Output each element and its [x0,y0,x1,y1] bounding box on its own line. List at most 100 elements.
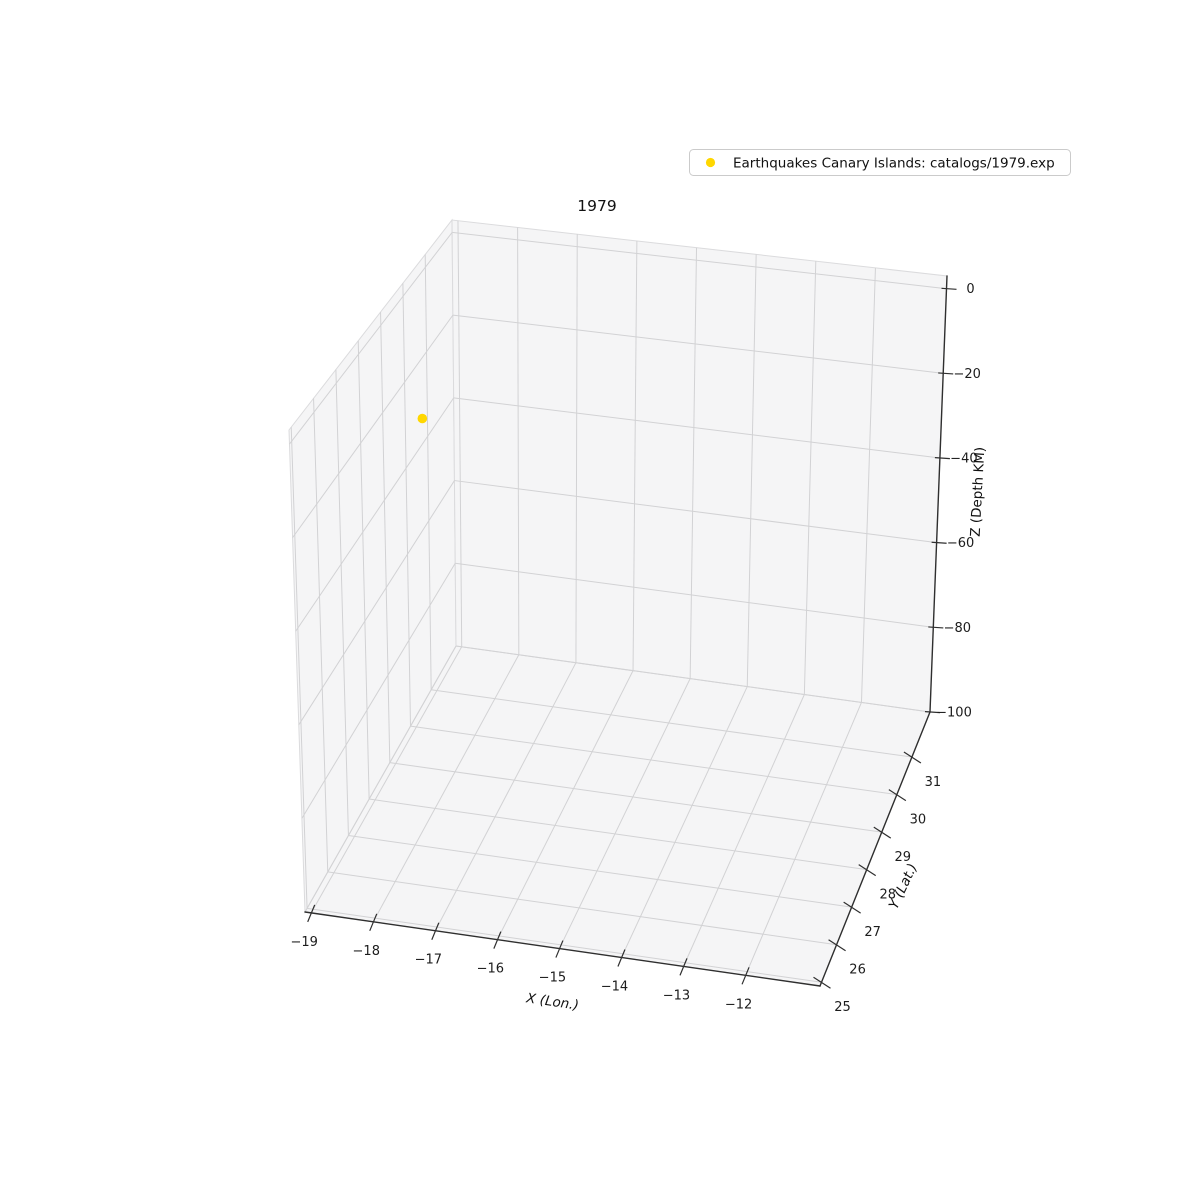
x-gridline-wall [746,254,757,687]
z-tick-label: −20 [953,367,980,382]
z-tick-label: −100 [936,706,972,721]
x-tick [679,958,688,976]
x-axis-label: X (Lon.) [524,990,579,1013]
x-tick [617,949,626,967]
y-gridline-wall [313,398,329,872]
y-gridline-floor [369,798,867,871]
scatter-point [417,413,428,424]
z-tick-label: −40 [950,452,977,467]
x-tick-label: −15 [539,971,566,986]
z-gridline-left-wall [301,563,456,819]
y-tick-label: 30 [910,813,927,828]
z-tick [938,372,954,375]
scene-3d: −19 −18 −17 −16 −15 −14 −13 −12 25 26 27 28 29 30 31 0 −… [288,218,981,1015]
x-gridline-wall [689,247,698,679]
y-gridline-wall [335,369,349,836]
z-tick-label: −60 [947,536,974,551]
y-gridline-floor [410,725,897,796]
y-tick-label: 29 [895,850,912,865]
z-tick [924,711,941,714]
x-tick-label: −14 [601,979,628,994]
x-gridline-wall [575,234,578,663]
y-gridline-wall [357,340,370,800]
x-gridline-floor [372,654,520,923]
pane-back-wall [451,219,948,713]
x-axis-line [304,911,821,987]
y-gridline-floor [327,871,837,946]
x-tick [493,931,502,949]
z-axis-label: Z (Depth KM) [968,446,989,537]
y-tick [903,751,922,764]
x-tick-label: −18 [353,944,380,959]
x-gridline-floor [558,678,691,949]
x-gridline-wall [517,227,520,655]
x-tick-label: −17 [415,953,442,968]
z-tick-label: 0 [966,282,974,297]
z-gridline-back-wall [455,645,931,713]
y-tick-label: 27 [864,925,881,940]
x-tick [555,940,564,958]
y-tick [858,864,877,877]
y-tick [888,789,907,802]
x-gridline-floor [310,646,463,914]
y-tick-label: 25 [834,1000,851,1015]
x-gridline-floor [620,686,748,958]
legend-box [689,149,1071,176]
z-gridline-back-wall [454,480,937,544]
y-gridline-floor [348,834,852,908]
x-tick [741,967,750,985]
y-tick-label: 28 [879,888,896,903]
tick-marks [307,287,957,989]
legend-label: Earthquakes Canary Islands: catalogs/197… [733,156,1055,172]
x-gridline-wall [632,240,638,671]
z-gridline-back-wall [452,314,944,374]
scatter-series [417,413,428,424]
y-gridline-floor [431,689,912,758]
z-tick [934,457,950,460]
y-gridline-wall [402,283,411,727]
x-gridline-floor [496,670,634,940]
z-gridline-back-wall [453,397,940,459]
z-tick [931,541,947,544]
y-gridline-wall [424,254,432,690]
legend-marker-icon [705,157,716,168]
y-tick-label: 26 [849,963,866,978]
z-gridline-left-wall [298,480,455,726]
x-tick-label: −16 [477,962,504,977]
z-gridline-left-wall [295,397,455,632]
y-tick [813,976,831,989]
legend: Earthquakes Canary Islands: catalogs/197… [689,149,1071,176]
x-gridline-wall [860,267,876,703]
gridlines [289,220,947,983]
y-gridline-floor [306,907,822,983]
x-tick-label: −19 [290,935,317,950]
chart-title: 1979 [577,197,616,215]
x-tick [431,922,440,940]
z-tick-label: −80 [944,621,971,636]
x-gridline-floor [683,694,805,967]
y-tick [843,901,861,914]
z-tick [928,626,944,629]
tick-labels: −19 −18 −17 −16 −15 −14 −13 −12 25 26 27 28 29 30 31 0 −… [290,282,980,1015]
y-tick [873,826,892,839]
x-tick [369,913,378,932]
x-gridline-wall [803,261,817,695]
x-tick-label: −12 [725,997,752,1012]
z-gridline-back-wall [452,231,947,290]
z-axis-line [929,275,948,713]
x-gridline-floor [434,662,577,931]
x-tick [307,904,316,923]
y-tick [828,939,846,952]
x-tick-label: −13 [663,988,690,1003]
y-axis-label: Y (Lat.) [886,861,921,912]
z-gridline-left-wall [292,314,454,538]
z-tick [941,287,957,290]
z-gridline-left-wall [304,645,457,913]
z-gridline-left-wall [289,232,453,445]
z-gridline-back-wall [455,562,934,628]
y-gridline-floor [389,762,882,833]
y-gridline-wall [380,312,391,763]
x-gridline-wall [457,220,463,647]
